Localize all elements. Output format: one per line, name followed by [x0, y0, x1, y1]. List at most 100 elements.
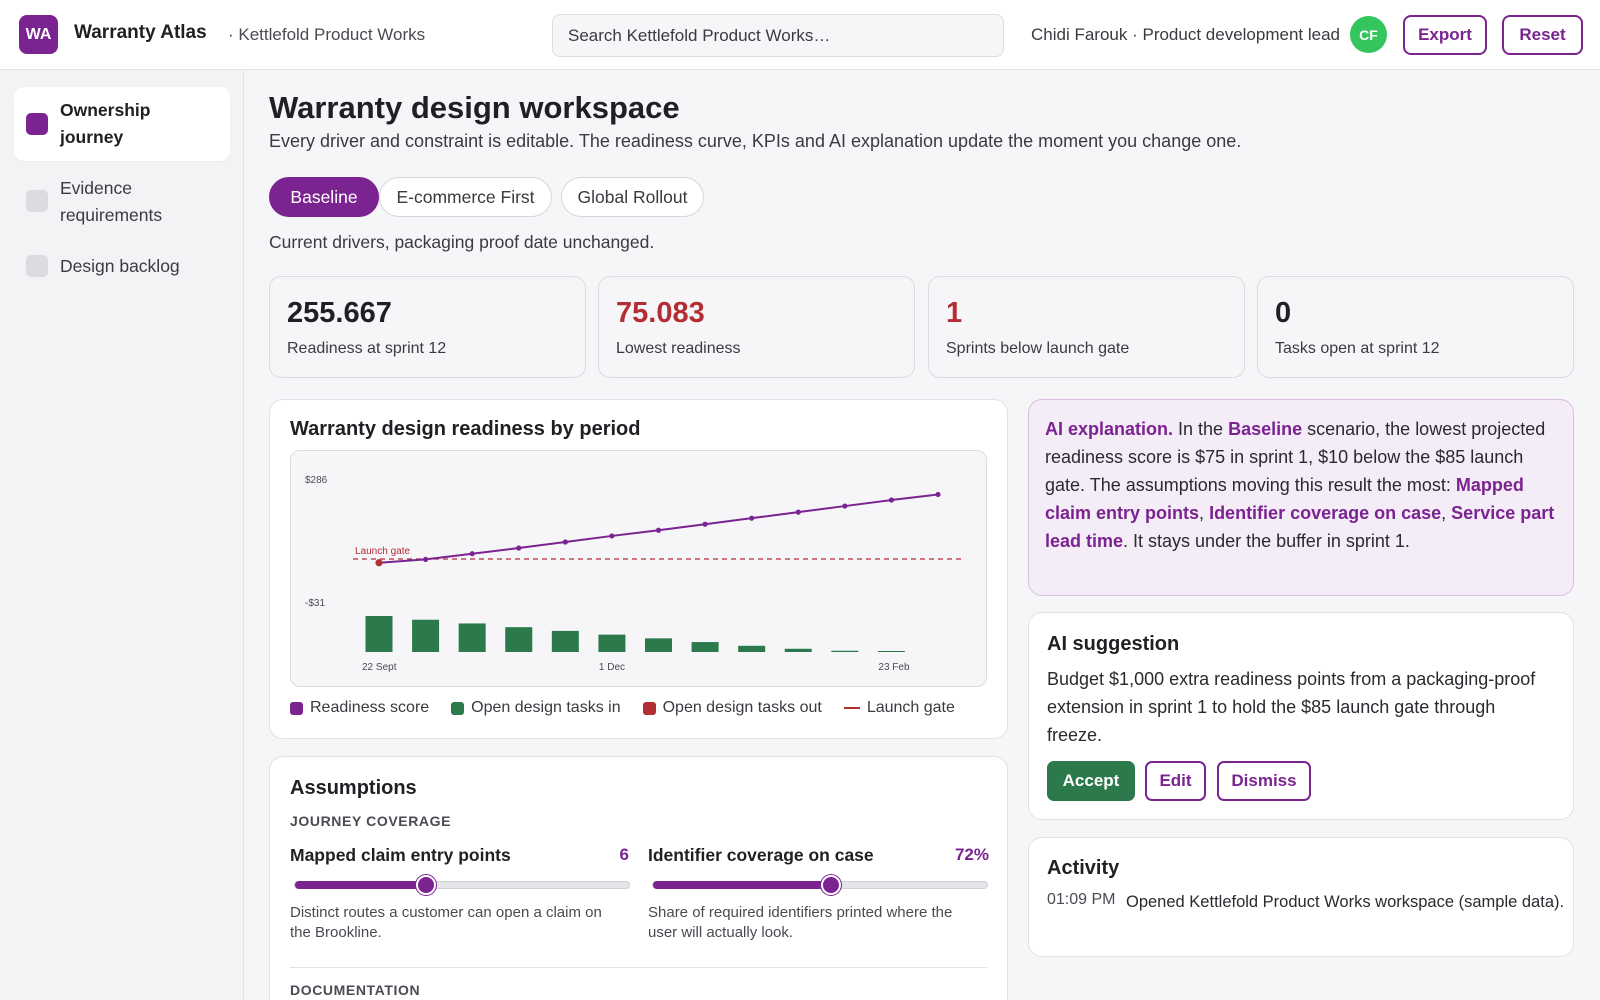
legend-item[interactable]: Readiness score [290, 699, 429, 717]
chart-area: $286 -$31 Launch gate 22 Sept 1 Dec 23 F… [290, 450, 987, 687]
kpi-card-sprints-below-gate: 1 Sprints below launch gate [928, 276, 1245, 378]
edit-button[interactable]: Edit [1145, 761, 1206, 801]
legend-label: Open design tasks in [471, 699, 621, 716]
readiness-point [655, 527, 662, 533]
kpi-card-readiness: 255.667 Readiness at sprint 12 [269, 276, 586, 378]
ai-explanation-text: . It stays under the buffer in sprint 1. [1123, 531, 1410, 551]
open-tasks-bar [877, 651, 905, 652]
tab-global-rollout[interactable]: Global Rollout [561, 177, 704, 217]
slider-fill [653, 881, 832, 889]
accept-button[interactable]: Accept [1047, 761, 1135, 801]
app-title: Warranty Atlas [74, 22, 207, 43]
tab-baseline[interactable]: Baseline [269, 177, 379, 217]
kpi-label: Lowest readiness [616, 340, 741, 357]
kpi-card-tasks-open: 0 Tasks open at sprint 12 [1257, 276, 1574, 378]
top-bar: WA Warranty Atlas · Kettlefold Product W… [0, 0, 1600, 70]
dismiss-button[interactable]: Dismiss [1217, 761, 1311, 801]
readiness-point [842, 503, 848, 509]
readiness-point [422, 556, 429, 562]
activity-text: Opened Kettlefold Product Works workspac… [1126, 893, 1565, 911]
sidebar: Ownership journey Evidence requirements … [0, 70, 244, 1000]
bar-series [365, 616, 905, 652]
kpi-card-lowest-readiness: 75.083 Lowest readiness [598, 276, 915, 378]
legend-label: Open design tasks out [662, 699, 822, 716]
x-tick-label: 23 Feb [878, 662, 910, 673]
open-tasks-bar [598, 634, 626, 652]
sidebar-item-label: Evidence requirements [60, 178, 163, 225]
slider-description: Share of required identifiers printed wh… [648, 904, 953, 941]
readiness-point [516, 545, 522, 551]
slider-handle[interactable] [416, 875, 437, 895]
kpi-value: 75.083 [616, 297, 705, 329]
legend-swatch [290, 701, 303, 715]
chart-legend: Readiness score Open design tasks in Ope… [290, 699, 955, 717]
avatar[interactable]: CF [1350, 16, 1387, 53]
scenario-note: Current drivers, packaging proof date un… [269, 232, 655, 252]
slider-value: 6 [619, 845, 629, 864]
kpi-label: Readiness at sprint 12 [287, 340, 447, 357]
chart-title: Warranty design readiness by period [290, 418, 641, 440]
sidebar-item-label: Design backlog [60, 256, 180, 276]
activity-card: Activity 01:09 PM Opened Kettlefold Prod… [1028, 837, 1574, 957]
page-subtitle: Every driver and constraint is editable.… [269, 131, 1242, 151]
section-divider [290, 967, 987, 968]
export-button[interactable]: Export [1403, 15, 1487, 55]
legend-swatch [843, 707, 860, 709]
kpi-value: 255.667 [287, 297, 392, 329]
app-logo[interactable]: WA [19, 15, 58, 54]
sidebar-item-marker [26, 113, 48, 135]
sidebar-item-marker [26, 190, 48, 212]
open-tasks-bar [505, 627, 533, 652]
sidebar-item-design-backlog[interactable]: Design backlog [14, 243, 230, 290]
slider-handle[interactable] [821, 875, 842, 895]
open-tasks-bar [412, 619, 440, 652]
x-tick-label: 22 Sept [362, 662, 397, 673]
identifier-coverage-slider[interactable] [652, 875, 988, 895]
org-name: · Kettlefold Product Works [228, 25, 426, 44]
kpi-value: 1 [946, 297, 963, 329]
readiness-point [562, 539, 568, 545]
reset-button[interactable]: Reset [1502, 15, 1583, 55]
open-tasks-bar [784, 648, 812, 652]
kpi-value: 0 [1275, 297, 1292, 329]
ai-suggestion-title: AI suggestion [1047, 633, 1180, 655]
tab-ecommerce-first[interactable]: E-commerce First [379, 177, 552, 217]
activity-time: 01:09 PM [1047, 891, 1116, 908]
readiness-point [749, 515, 755, 521]
ai-explanation-text: , [1199, 503, 1210, 523]
readiness-point [795, 509, 801, 515]
driver-link[interactable]: Identifier coverage on case [1209, 503, 1442, 523]
slider-description: Distinct routes a customer can open a cl… [290, 904, 602, 941]
readiness-point [888, 497, 895, 503]
ai-suggestion-card: AI suggestion Budget $1,000 extra readin… [1028, 612, 1574, 820]
assumptions-title: Assumptions [290, 777, 417, 799]
search-input[interactable] [552, 14, 1004, 57]
driver-link[interactable]: Service part lead time [1045, 503, 1555, 551]
x-tick-label: 1 Dec [599, 662, 625, 673]
open-tasks-bar [458, 623, 486, 652]
driver-link[interactable]: Mapped claim entry points [1045, 475, 1524, 523]
ai-explanation-lead: AI explanation. [1045, 419, 1174, 439]
open-tasks-bar [831, 650, 859, 652]
assumptions-card: Assumptions JOURNEY COVERAGE Mapped clai… [269, 756, 1008, 1000]
readiness-point [469, 551, 475, 557]
open-tasks-bar [365, 616, 393, 652]
legend-item[interactable]: Launch gate [843, 699, 955, 717]
ai-suggestion-text: Budget $1,000 extra readiness points fro… [1047, 669, 1536, 745]
sidebar-item-evidence-requirements[interactable]: Evidence requirements [14, 165, 230, 239]
slider-label: Mapped claim entry points [290, 845, 511, 865]
sidebar-item-ownership-journey[interactable]: Ownership journey [14, 87, 230, 161]
readiness-point [935, 491, 941, 498]
ai-explanation-text: scenario, the lowest projected readiness… [1045, 419, 1546, 495]
legend-item[interactable]: Open design tasks out [642, 699, 822, 717]
user-name: Chidi Farouk · Product development lead [1031, 25, 1340, 44]
open-tasks-bar [738, 645, 766, 652]
ai-explanation-scenario: Baseline [1228, 419, 1303, 439]
page-title: Warranty design workspace [269, 90, 680, 125]
launch-gate-label: Launch gate [355, 546, 410, 557]
mapped-claim-entry-points-slider[interactable] [294, 875, 630, 895]
legend-item[interactable]: Open design tasks in [451, 699, 621, 717]
chart-card: Warranty design readiness by period $286… [269, 399, 1008, 739]
legend-swatch [642, 701, 656, 715]
lowest-readiness-point [375, 559, 383, 567]
